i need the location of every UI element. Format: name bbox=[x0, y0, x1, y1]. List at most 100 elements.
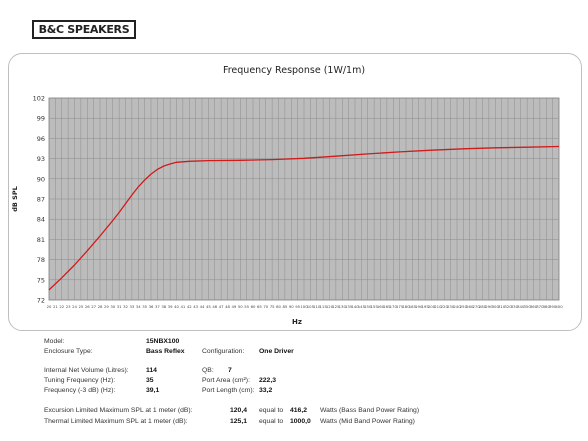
thermal-watts: 1000,0 bbox=[290, 418, 311, 425]
x-tick-label: 38 bbox=[161, 304, 166, 309]
model-value: 15NBX100 bbox=[146, 338, 180, 345]
thermal-note: Watts (Mid Band Power Rating) bbox=[320, 418, 415, 425]
tuning-label: Tuning Frequency (Hz): bbox=[44, 377, 116, 384]
y-tick-label: 87 bbox=[37, 196, 45, 204]
x-tick-label: 280 bbox=[479, 304, 487, 309]
x-tick-label: 340 bbox=[517, 304, 525, 309]
x-tick-label: 400 bbox=[555, 304, 563, 309]
x-tick-label: 290 bbox=[485, 304, 493, 309]
tuning-value: 35 bbox=[146, 377, 154, 384]
x-tick-label: 250 bbox=[460, 304, 468, 309]
thermal-value: 125,1 bbox=[230, 418, 248, 425]
x-tick-label: 24 bbox=[72, 304, 77, 309]
y-tick-label: 72 bbox=[37, 297, 45, 305]
x-tick-label: 240 bbox=[453, 304, 461, 309]
port-length-label: Port Length (cm): bbox=[202, 387, 255, 394]
x-tick-label: 270 bbox=[473, 304, 481, 309]
x-tick-label: 260 bbox=[466, 304, 474, 309]
x-tick-label: 155 bbox=[371, 304, 379, 309]
excursion-watts: 416,2 bbox=[290, 407, 308, 414]
x-tick-label: 100 bbox=[300, 304, 308, 309]
x-tick-label: 44 bbox=[200, 304, 205, 309]
excursion-label: Excursion Limited Maximum SPL at 1 meter… bbox=[44, 407, 193, 414]
x-tick-label: 175 bbox=[396, 304, 404, 309]
x-tick-label: 330 bbox=[511, 304, 519, 309]
thermal-equal: equal to bbox=[259, 418, 284, 425]
x-tick-label: 200 bbox=[428, 304, 436, 309]
frequency-response-line bbox=[48, 145, 560, 291]
y-axis-label: dB SPL bbox=[11, 186, 19, 211]
freq3db-label: Frequency (-3 dB) (Hz): bbox=[44, 387, 116, 394]
x-tick-label: 80 bbox=[276, 304, 281, 309]
x-tick-label: 28 bbox=[98, 304, 103, 309]
x-tick-label: 390 bbox=[549, 304, 557, 309]
x-tick-label: 26 bbox=[85, 304, 90, 309]
x-tick-label: 39 bbox=[168, 304, 173, 309]
chart-title: Frequency Response (1W/1m) bbox=[223, 65, 365, 76]
x-tick-label: 25 bbox=[78, 304, 83, 309]
x-tick-label: 50 bbox=[238, 304, 243, 309]
x-tick-label: 23 bbox=[66, 304, 71, 309]
y-tick-label: 90 bbox=[37, 175, 45, 183]
x-tick-label: 37 bbox=[155, 304, 160, 309]
x-tick-label: 380 bbox=[543, 304, 551, 309]
volume-value: 114 bbox=[146, 367, 157, 374]
chart-frame bbox=[8, 53, 582, 331]
x-tick-label: 110 bbox=[313, 304, 321, 309]
x-tick-label: 210 bbox=[434, 304, 442, 309]
x-tick-label: 310 bbox=[498, 304, 506, 309]
x-tick-label: 370 bbox=[536, 304, 544, 309]
brand-logo: B&C SPEAKERS bbox=[32, 20, 136, 39]
x-tick-label: 43 bbox=[193, 304, 198, 309]
port-length-value: 33,2 bbox=[259, 387, 273, 394]
qb-label: QB: bbox=[202, 367, 214, 374]
x-tick-label: 90 bbox=[289, 304, 294, 309]
y-tick-label: 78 bbox=[37, 256, 45, 264]
x-tick-label: 22 bbox=[59, 304, 64, 309]
x-tick-label: 95 bbox=[295, 304, 300, 309]
excursion-note: Watts (Bass Band Power Rating) bbox=[320, 407, 420, 414]
y-tick-label: 81 bbox=[37, 236, 45, 244]
x-tick-label: 46 bbox=[212, 304, 217, 309]
x-tick-label: 42 bbox=[187, 304, 192, 309]
configuration-label: Configuration: bbox=[202, 348, 245, 355]
y-tick-label: 84 bbox=[37, 216, 45, 224]
x-tick-label: 115 bbox=[320, 304, 328, 309]
x-tick-label: 120 bbox=[326, 304, 334, 309]
x-tick-label: 60 bbox=[251, 304, 256, 309]
x-tick-label: 230 bbox=[447, 304, 455, 309]
x-tick-label: 33 bbox=[129, 304, 134, 309]
x-tick-label: 185 bbox=[409, 304, 417, 309]
excursion-equal: equal to bbox=[259, 407, 284, 414]
x-tick-label: 105 bbox=[307, 304, 315, 309]
enclosure-label: Enclosure Type: bbox=[44, 348, 93, 355]
port-area-value: 222,3 bbox=[259, 377, 277, 384]
x-tick-label: 49 bbox=[231, 304, 236, 309]
x-tick-label: 195 bbox=[422, 304, 430, 309]
thermal-label: Thermal Limited Maximum SPL at 1 meter (… bbox=[44, 418, 188, 425]
x-tick-label: 125 bbox=[332, 304, 340, 309]
qb-value: 7 bbox=[228, 367, 232, 374]
x-tick-label: 21 bbox=[53, 304, 58, 309]
x-tick-label: 36 bbox=[149, 304, 154, 309]
x-tick-label: 27 bbox=[91, 304, 96, 309]
x-tick-label: 41 bbox=[180, 304, 185, 309]
x-tick-label: 34 bbox=[136, 304, 141, 309]
x-tick-label: 40 bbox=[174, 304, 179, 309]
freq3db-value: 39,1 bbox=[146, 387, 160, 394]
configuration-value: One Driver bbox=[259, 348, 294, 355]
x-tick-label: 45 bbox=[206, 304, 211, 309]
x-tick-label: 47 bbox=[219, 304, 224, 309]
x-tick-label: 32 bbox=[123, 304, 128, 309]
x-tick-label: 70 bbox=[263, 304, 268, 309]
x-tick-label: 320 bbox=[504, 304, 512, 309]
x-tick-label: 170 bbox=[390, 304, 398, 309]
x-tick-label: 300 bbox=[492, 304, 500, 309]
port-area-label: Port Area (cm²): bbox=[202, 377, 250, 384]
x-tick-label: 65 bbox=[257, 304, 262, 309]
x-tick-label: 150 bbox=[364, 304, 372, 309]
x-tick-label: 140 bbox=[351, 304, 359, 309]
x-tick-label: 55 bbox=[244, 304, 249, 309]
x-tick-label: 30 bbox=[110, 304, 115, 309]
